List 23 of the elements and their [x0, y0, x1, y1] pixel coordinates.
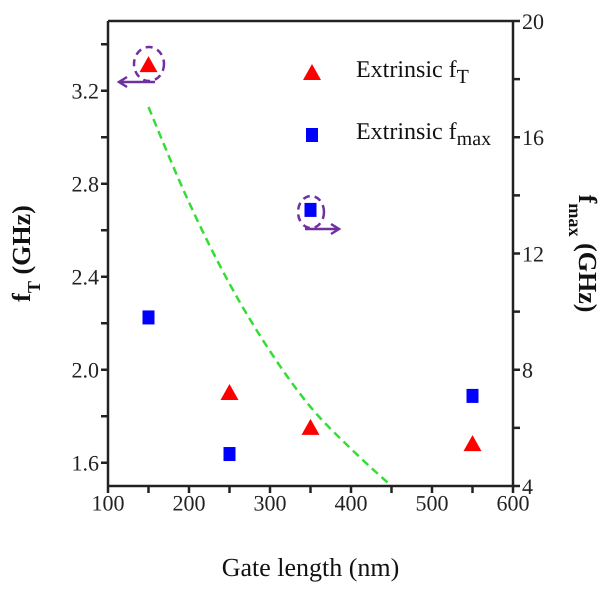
- y-tick-label: 3.2: [72, 78, 99, 104]
- x-tick-label: 400: [334, 490, 368, 516]
- x-tick-label: 500: [416, 490, 448, 516]
- x-tick-label: 100: [92, 490, 124, 516]
- x-axis-title: Gate length (nm): [222, 553, 400, 582]
- point: [142, 310, 154, 324]
- point: [464, 435, 482, 452]
- y-tick-label: 2.4: [72, 264, 99, 290]
- y2-tick-label: 12: [522, 241, 544, 266]
- point: [302, 418, 320, 435]
- legend-label: Extrinsic f$_{max}$: [356, 119, 492, 151]
- point: [220, 384, 238, 400]
- y2-tick-label: 8: [522, 358, 533, 383]
- point: [466, 388, 478, 403]
- x-tick-label: 300: [254, 490, 286, 516]
- y-tick-label: 2.8: [72, 172, 99, 197]
- y2-tick-label: 16: [522, 125, 544, 150]
- y2-tick-label: 20: [522, 8, 544, 34]
- x-tick-label: 200: [172, 490, 206, 516]
- y-tick-label: 2.0: [72, 358, 99, 383]
- point: [224, 447, 236, 462]
- legend-label: Extrinsic f$_{T}$: [356, 57, 469, 89]
- y-tick-label: 1.6: [72, 450, 99, 476]
